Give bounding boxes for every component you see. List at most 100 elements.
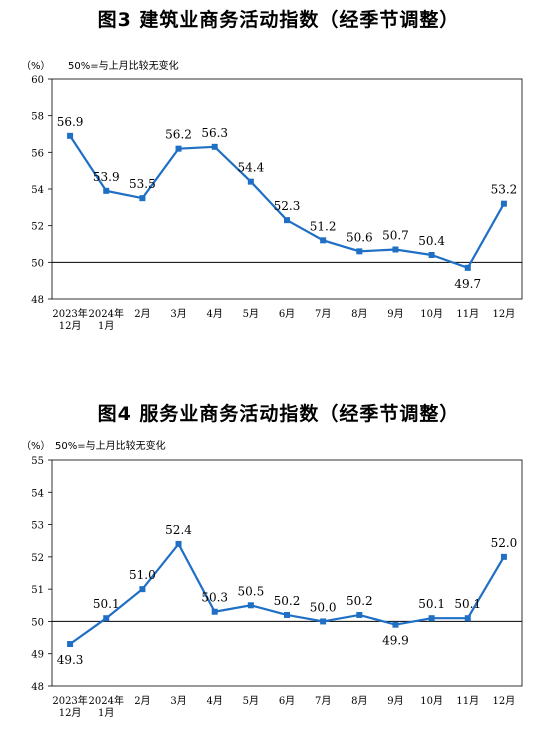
x-tick-label: 10月 xyxy=(420,695,443,707)
data-label: 54.4 xyxy=(237,161,264,175)
x-tick-label: 11月 xyxy=(456,695,479,707)
data-point xyxy=(67,641,74,648)
y-tick-label: 53 xyxy=(31,521,44,532)
data-label: 53.9 xyxy=(93,170,120,184)
y-tick-label: 55 xyxy=(31,456,44,467)
y-tick-label: 54 xyxy=(31,185,44,196)
x-tick-label: 2023年 12月 xyxy=(52,307,87,332)
x-tick-label: 10月 xyxy=(420,308,443,320)
data-point xyxy=(392,246,399,253)
data-point xyxy=(139,586,146,593)
plot-frame xyxy=(51,459,523,687)
data-point xyxy=(103,615,110,622)
x-tick-label: 4月 xyxy=(207,308,223,320)
y-tick-label: 48 xyxy=(31,295,44,306)
data-label: 50.6 xyxy=(346,230,373,244)
data-point xyxy=(428,252,435,258)
data-point xyxy=(247,602,254,609)
chart-title: 图4 服务业商务活动指数（经季节调整） xyxy=(97,403,460,425)
x-tick-label: 3月 xyxy=(170,695,186,707)
y-tick-label: 58 xyxy=(31,112,44,123)
data-label: 53.2 xyxy=(491,183,518,197)
y-tick-label: 56 xyxy=(31,148,44,159)
data-label: 53.5 xyxy=(129,177,156,191)
y-tick-label: 48 xyxy=(31,682,44,693)
data-label: 52.0 xyxy=(491,536,518,550)
x-tick-label: 6月 xyxy=(279,308,295,320)
x-tick-label: 2024年 1月 xyxy=(89,694,124,719)
data-label: 50.1 xyxy=(454,597,481,611)
x-tick-label: 2月 xyxy=(134,695,150,707)
data-point xyxy=(320,618,327,625)
x-tick-label: 4月 xyxy=(207,695,223,707)
y-tick-label: 51 xyxy=(31,585,44,596)
data-label: 50.5 xyxy=(237,584,264,598)
data-point xyxy=(464,615,471,622)
x-tick-label: 7月 xyxy=(315,695,331,707)
data-label: 50.0 xyxy=(310,600,337,614)
data-point xyxy=(247,178,254,185)
x-tick-label: 5月 xyxy=(243,695,259,707)
data-label: 50.3 xyxy=(201,591,228,605)
x-tick-label: 2024年 1月 xyxy=(89,307,124,332)
data-point xyxy=(500,553,507,560)
data-label: 50.7 xyxy=(382,229,409,243)
data-label: 56.2 xyxy=(165,128,192,142)
data-label: 50.1 xyxy=(418,597,445,611)
data-label: 50.1 xyxy=(93,597,120,611)
data-label: 51.0 xyxy=(129,568,156,582)
data-label: 49.7 xyxy=(454,277,481,291)
y-tick-label: 60 xyxy=(31,75,44,86)
data-point xyxy=(356,248,363,255)
x-tick-label: 8月 xyxy=(351,695,367,707)
x-tick-label: 2月 xyxy=(134,308,150,320)
y-tick-label: 52 xyxy=(31,222,44,233)
x-tick-label: 12月 xyxy=(493,308,516,320)
data-point xyxy=(356,611,363,618)
data-label: 50.4 xyxy=(418,234,445,248)
data-point xyxy=(500,200,507,207)
data-point xyxy=(392,621,399,628)
data-point xyxy=(103,187,110,194)
x-tick-label: 7月 xyxy=(315,308,331,320)
data-point xyxy=(211,143,218,150)
chart-note: 50%=与上月比较无变化 xyxy=(68,61,179,72)
y-tick-label: 52 xyxy=(31,553,44,564)
y-unit-label: （%） xyxy=(21,441,51,452)
data-point xyxy=(320,237,327,244)
x-tick-label: 5月 xyxy=(243,308,259,320)
x-tick-label: 3月 xyxy=(170,308,186,320)
x-tick-label: 6月 xyxy=(279,695,295,707)
data-point xyxy=(139,195,146,202)
data-label: 56.3 xyxy=(201,126,228,140)
data-point xyxy=(175,145,182,152)
data-label: 49.9 xyxy=(382,634,409,648)
y-tick-label: 50 xyxy=(31,617,44,628)
y-tick-label: 50 xyxy=(31,258,44,269)
x-tick-label: 11月 xyxy=(456,308,479,320)
data-label: 50.2 xyxy=(346,594,373,608)
data-label: 52.4 xyxy=(165,523,192,537)
data-point xyxy=(464,264,471,271)
data-point xyxy=(175,540,182,547)
x-tick-label: 12月 xyxy=(493,695,516,707)
y-unit-label: （%） xyxy=(21,61,51,72)
x-tick-label: 8月 xyxy=(351,308,367,320)
data-point xyxy=(211,608,218,615)
data-point xyxy=(284,611,290,618)
data-label: 52.3 xyxy=(274,199,301,213)
chart-note: 50%=与上月比较无变化 xyxy=(55,441,166,452)
data-point xyxy=(67,132,74,139)
x-tick-label: 9月 xyxy=(387,695,403,707)
y-tick-label: 49 xyxy=(31,650,44,661)
y-tick-label: 54 xyxy=(31,488,44,499)
x-tick-label: 2023年 12月 xyxy=(52,694,87,719)
data-label: 49.3 xyxy=(57,653,84,667)
chart-title: 图3 建筑业商务活动指数（经季节调整） xyxy=(97,9,460,31)
data-point xyxy=(428,615,435,622)
data-label: 56.9 xyxy=(57,115,84,129)
data-label: 50.2 xyxy=(274,594,301,608)
x-tick-label: 9月 xyxy=(387,308,403,320)
